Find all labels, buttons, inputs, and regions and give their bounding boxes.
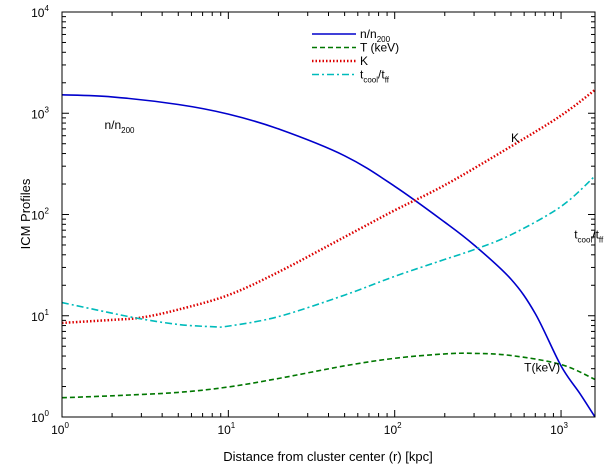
legend-entry-main: n/n <box>360 27 377 41</box>
annotation-tcool-sub: cool <box>578 235 593 244</box>
legend-entry: tcool/tff <box>360 68 390 85</box>
y-tick-exp: 2 <box>44 207 49 216</box>
y-tick-label: 101 <box>31 308 49 324</box>
legend-entry: n/n200 <box>360 27 391 44</box>
legend-entry-main: K <box>360 54 368 68</box>
legend-entry-main: T (keV) <box>360 41 399 55</box>
annotation-tcool-main2: /t <box>592 227 599 241</box>
x-tick-label: 102 <box>384 421 402 437</box>
annotation-n-n200-main: n/n <box>104 118 121 132</box>
x-tick-label: 103 <box>550 421 568 437</box>
series-line-t-kev- <box>61 352 596 399</box>
y-tick-base: 10 <box>31 209 45 223</box>
x-tick-label: 101 <box>217 421 235 437</box>
x-tick-label: 100 <box>51 421 69 437</box>
annotation-k: K <box>511 131 519 145</box>
legend-entry-sub2: ff <box>385 76 390 85</box>
y-tick-label: 104 <box>31 4 49 20</box>
annotation-k-main: K <box>511 131 519 145</box>
y-tick-label: 102 <box>31 207 49 223</box>
y-tick-exp: 3 <box>44 105 49 114</box>
plot-area <box>62 12 595 417</box>
annotation-t-kev-: T(keV) <box>524 361 560 375</box>
x-tick-base: 10 <box>51 423 65 437</box>
y-tick-base: 10 <box>31 107 45 121</box>
series-line-tcool-tff <box>61 175 596 328</box>
annotation-tcool: tcool/tff <box>574 227 604 244</box>
x-tick-exp: 3 <box>563 421 568 430</box>
x-tick-base: 10 <box>550 423 564 437</box>
legend-entry-main: t <box>360 68 364 82</box>
annotation-tcool-sub2: ff <box>599 235 604 244</box>
x-tick-base: 10 <box>384 423 398 437</box>
y-tick-exp: 4 <box>44 4 49 13</box>
x-axis-label: Distance from cluster center (r) [kpc] <box>223 449 433 464</box>
legend-entry-main2: /t <box>378 68 385 82</box>
annotation-n-n200-sub: 200 <box>121 126 135 135</box>
y-tick-base: 10 <box>31 6 45 20</box>
legend-entry-sub: 200 <box>377 35 391 44</box>
y-tick-label: 100 <box>31 409 49 425</box>
y-tick-base: 10 <box>31 310 45 324</box>
x-tick-exp: 2 <box>397 421 402 430</box>
annotation-tcool-main: t <box>574 227 578 241</box>
x-tick-base: 10 <box>217 423 231 437</box>
x-tick-exp: 0 <box>64 421 69 430</box>
legend-entry: K <box>360 54 368 68</box>
y-tick-exp: 1 <box>44 308 49 317</box>
annotation-t-kev--main: T(keV) <box>524 361 560 375</box>
y-tick-base: 10 <box>31 411 45 425</box>
y-axis-label: ICM Profiles <box>18 178 33 249</box>
y-tick-exp: 0 <box>44 409 49 418</box>
series-layer <box>61 88 596 418</box>
legend-entry-sub: cool <box>363 76 378 85</box>
y-tick-label: 103 <box>31 105 49 121</box>
annotation-n-n200: n/n200 <box>104 118 135 135</box>
legend-entry: T (keV) <box>360 41 399 55</box>
x-tick-exp: 1 <box>231 421 236 430</box>
series-line-k <box>61 88 596 325</box>
